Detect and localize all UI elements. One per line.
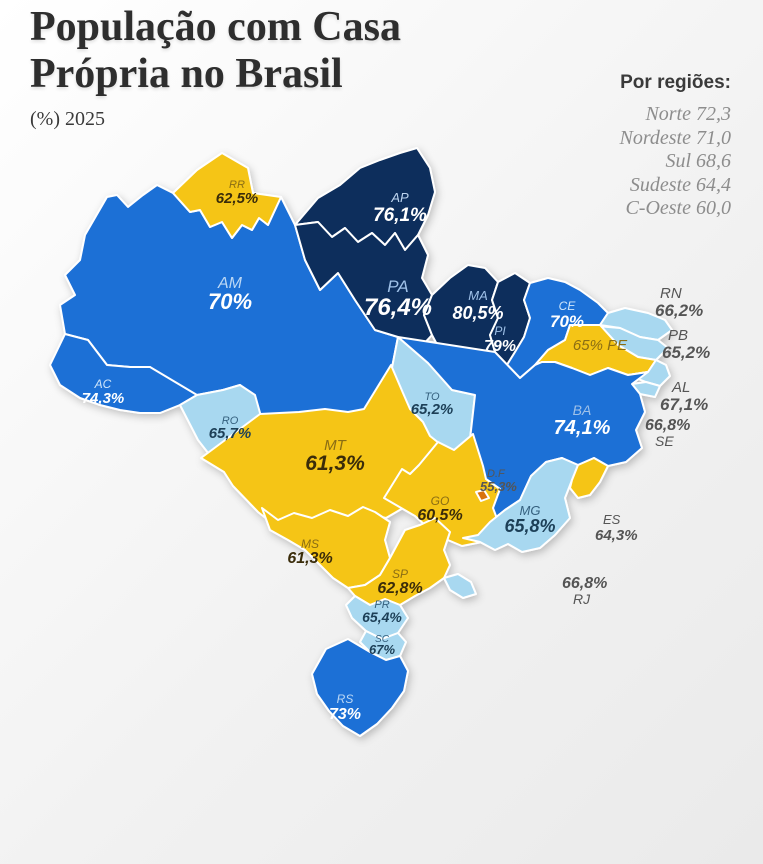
svg-text:80,5%: 80,5% [452,303,503,323]
svg-text:67%: 67% [369,642,395,657]
svg-text:66,2%: 66,2% [655,301,703,320]
svg-text:76,1%: 76,1% [373,205,427,226]
svg-text:AC: AC [94,377,112,391]
svg-text:73%: 73% [329,706,361,723]
svg-text:RJ: RJ [573,591,591,607]
svg-text:AP: AP [390,190,409,205]
svg-text:ES: ES [603,512,621,527]
svg-text:70%: 70% [208,289,252,314]
svg-text:MA: MA [468,288,488,303]
svg-text:65,2%: 65,2% [662,343,710,362]
svg-text:65,7%: 65,7% [209,425,252,442]
svg-text:GO: GO [431,494,450,508]
svg-text:61,3%: 61,3% [287,550,332,567]
svg-text:66,8%: 66,8% [645,417,690,434]
svg-text:PI: PI [494,324,506,338]
svg-text:79%: 79% [484,338,516,355]
svg-text:PB: PB [668,327,688,344]
svg-text:67,1%: 67,1% [660,395,708,414]
svg-text:65,8%: 65,8% [504,516,555,536]
svg-text:60,5%: 60,5% [417,507,462,524]
svg-text:74,1%: 74,1% [554,417,611,439]
svg-text:64,3%: 64,3% [595,527,638,544]
svg-text:62,5%: 62,5% [216,190,259,207]
svg-text:MS: MS [301,537,319,551]
svg-text:74,3%: 74,3% [82,390,125,407]
svg-text:61,3%: 61,3% [305,452,365,475]
svg-text:AL: AL [671,379,690,396]
svg-text:RN: RN [660,285,682,302]
svg-text:CE: CE [559,299,577,313]
svg-text:BA: BA [573,402,592,418]
svg-text:SE: SE [655,433,674,449]
svg-text:62,8%: 62,8% [377,580,422,597]
svg-text:55,3%: 55,3% [480,479,517,494]
svg-text:65,4%: 65,4% [362,609,402,625]
svg-text:66,8%: 66,8% [562,575,607,592]
svg-text:SP: SP [392,567,408,581]
svg-text:65,2%: 65,2% [411,401,454,418]
svg-text:RS: RS [337,692,354,706]
svg-text:65% PE: 65% PE [573,337,628,354]
svg-text:76,4%: 76,4% [364,294,432,321]
svg-text:70%: 70% [550,312,584,331]
